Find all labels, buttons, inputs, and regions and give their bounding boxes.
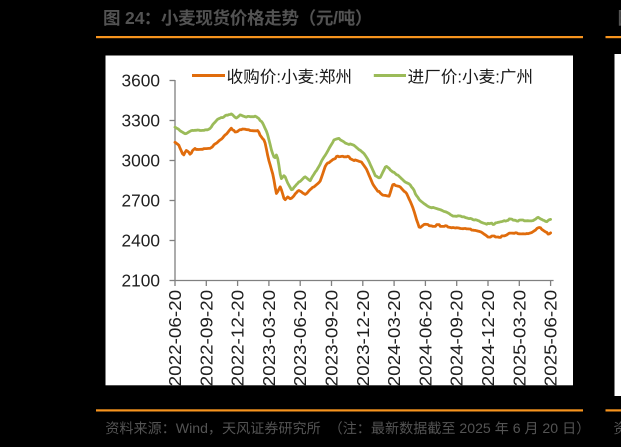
svg-text:Wind: Wind	[176, 420, 208, 436]
svg-text:2022-09-20: 2022-09-20	[196, 290, 216, 386]
svg-text:2025-06-20: 2025-06-20	[541, 290, 561, 387]
svg-text:2022-12-20: 2022-12-20	[228, 290, 248, 387]
svg-text:2022-06-20: 2022-06-20	[165, 290, 185, 387]
svg-text:2025: 2025	[456, 420, 495, 436]
svg-text::: :	[314, 68, 319, 87]
svg-text:24: 24	[120, 8, 145, 28]
svg-text:2024-12-20: 2024-12-20	[478, 290, 498, 387]
svg-text:2100: 2100	[122, 271, 160, 291]
svg-text::: :	[457, 68, 462, 87]
svg-text:3300: 3300	[122, 111, 160, 131]
svg-text:2400: 2400	[122, 231, 160, 251]
svg-text:20: 20	[539, 420, 563, 436]
svg-text:/: /	[333, 8, 338, 28]
svg-text:3000: 3000	[122, 151, 160, 171]
svg-text:2024-09-20: 2024-09-20	[447, 290, 467, 387]
svg-text:3600: 3600	[122, 71, 160, 91]
svg-text::: :	[276, 68, 281, 87]
svg-text::: :	[495, 68, 500, 87]
svg-text:2023-12-20: 2023-12-20	[353, 290, 373, 387]
svg-text:2025-03-20: 2025-03-20	[509, 290, 529, 387]
svg-text:2024-03-20: 2024-03-20	[384, 290, 404, 387]
svg-text:2023-09-20: 2023-09-20	[322, 290, 342, 387]
svg-text:2023-06-20: 2023-06-20	[290, 290, 310, 387]
svg-text:2700: 2700	[122, 191, 160, 211]
svg-text:2024-06-20: 2024-06-20	[415, 290, 435, 387]
svg-text:2023-03-20: 2023-03-20	[259, 290, 279, 387]
svg-text:6: 6	[509, 420, 525, 436]
